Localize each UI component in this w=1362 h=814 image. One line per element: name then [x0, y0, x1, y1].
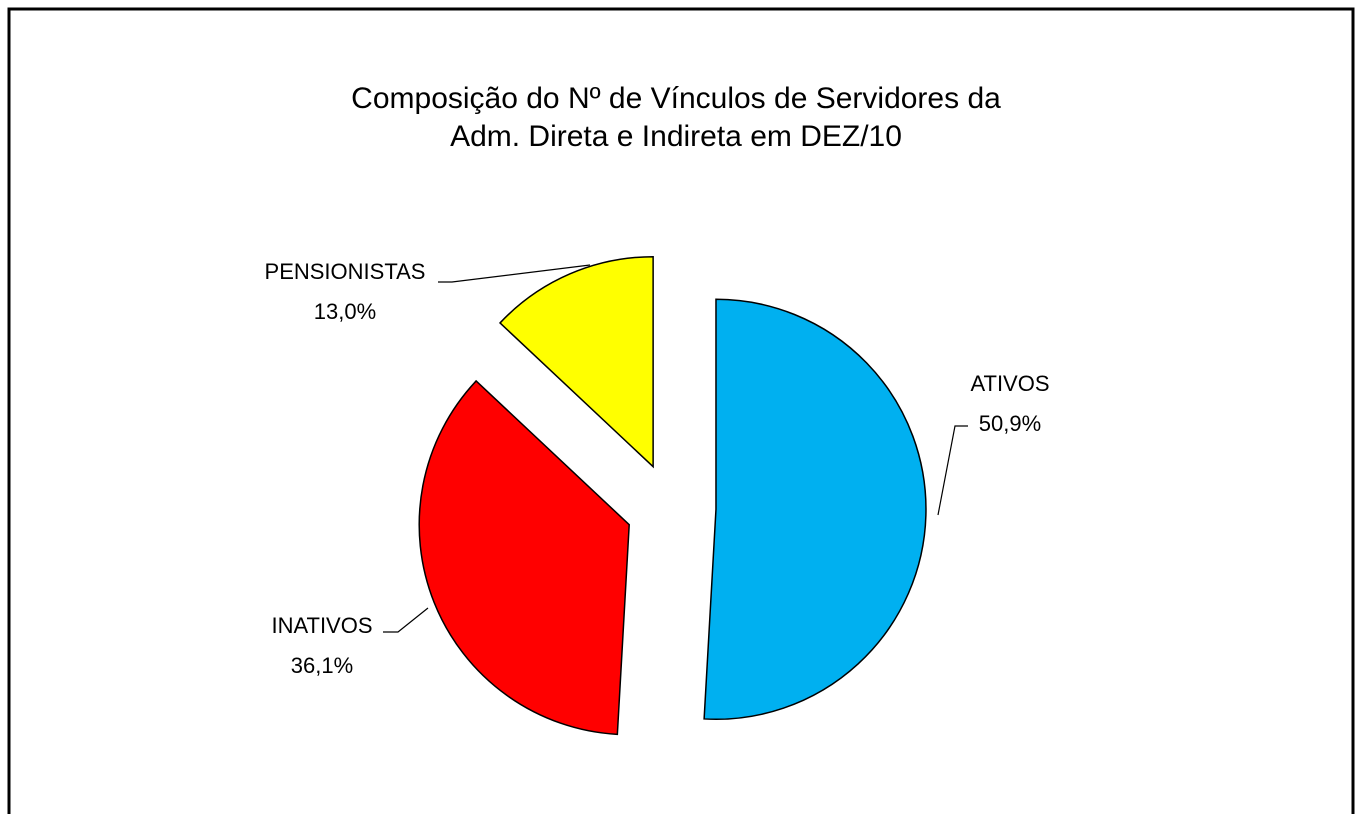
pie-slice [498, 255, 654, 469]
slice-value-label: 13,0% [314, 299, 376, 324]
slice-label: PENSIONISTAS [265, 259, 426, 284]
slice-label: INATIVOS [271, 613, 372, 638]
leader-line [383, 607, 429, 633]
pie-slice [703, 298, 927, 721]
chart-title: Adm. Direta e Indireta em DEZ/10 [450, 120, 902, 153]
pie-slice [418, 379, 630, 736]
leader-line [438, 264, 591, 283]
chart-border [7, 7, 1355, 814]
slice-value-label: 50,9% [979, 411, 1041, 436]
chart-title: Composição do Nº de Vínculos de Servidor… [351, 82, 1001, 115]
leader-line [937, 425, 968, 516]
slice-label: ATIVOS [970, 371, 1049, 396]
slice-value-label: 36,1% [291, 653, 353, 678]
